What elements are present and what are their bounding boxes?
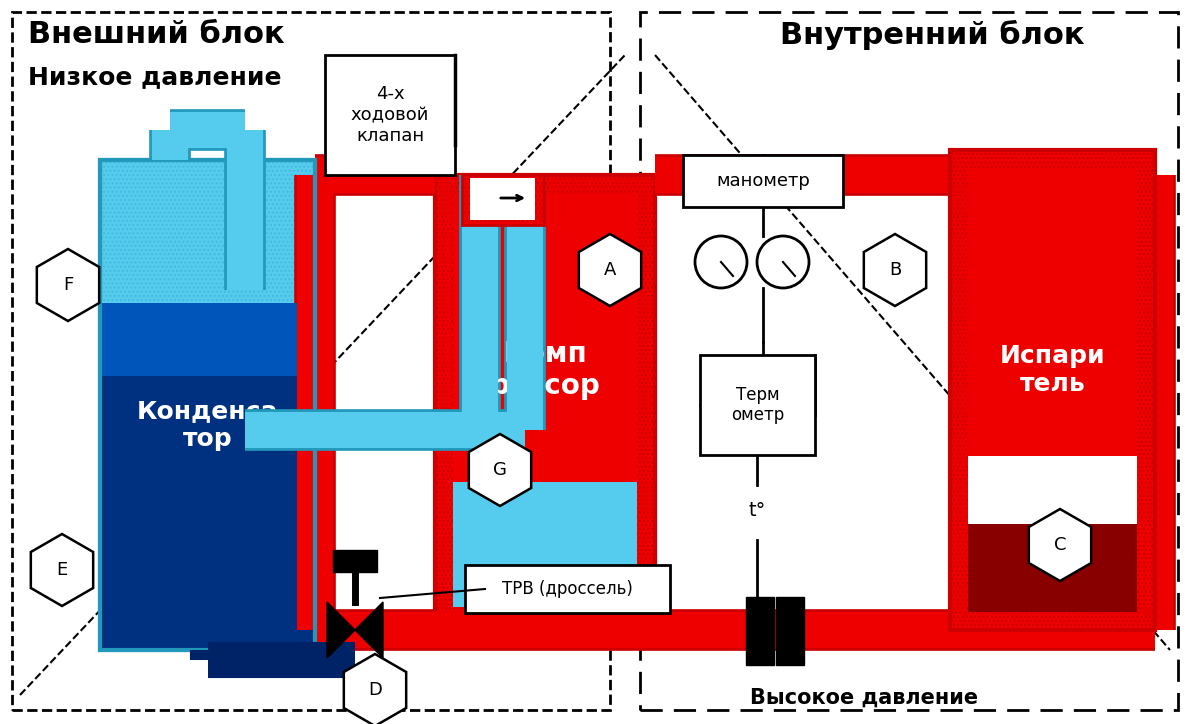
Text: C: C [1054, 536, 1066, 554]
Text: 4-х
ходовой
клапан: 4-х ходовой клапан [351, 85, 430, 145]
Bar [683, 155, 843, 207]
Polygon shape [31, 534, 93, 606]
Bar [453, 482, 637, 607]
Bar [333, 550, 377, 572]
Text: Терм
ометр: Терм ометр [731, 386, 784, 424]
Polygon shape [355, 602, 383, 658]
Bar [967, 524, 1136, 612]
Polygon shape [327, 602, 355, 658]
Bar [465, 565, 670, 613]
Text: ТРВ (дроссель): ТРВ (дроссель) [501, 580, 632, 598]
Bar [100, 160, 315, 650]
Text: B: B [889, 261, 901, 279]
Bar [776, 597, 804, 665]
Bar [640, 12, 1178, 710]
Bar [100, 160, 315, 650]
Bar [100, 303, 315, 376]
Bar [100, 376, 315, 650]
Circle shape [757, 236, 809, 288]
Text: Испари
тель: Испари тель [1000, 344, 1106, 396]
Polygon shape [578, 234, 641, 306]
Text: E: E [56, 561, 68, 579]
Text: Конденса
тор: Конденса тор [137, 399, 278, 451]
Text: G: G [493, 461, 507, 479]
Text: Низкое давление: Низкое давление [29, 65, 282, 89]
Text: D: D [368, 681, 382, 699]
Text: Комп
рессор: Комп рессор [489, 340, 601, 400]
Bar [967, 168, 1136, 612]
Circle shape [695, 236, 747, 288]
Text: F: F [63, 276, 73, 294]
Bar [950, 150, 1155, 630]
Bar [746, 597, 774, 665]
Bar [462, 175, 544, 225]
Polygon shape [37, 249, 99, 321]
Polygon shape [344, 654, 406, 724]
Text: манометр: манометр [716, 172, 810, 190]
Text: A: A [603, 261, 616, 279]
Bar [470, 178, 536, 220]
Bar [453, 193, 637, 482]
Bar [967, 168, 1136, 456]
Polygon shape [1029, 509, 1091, 581]
Polygon shape [469, 434, 531, 506]
Bar [453, 193, 637, 607]
Bar [12, 12, 610, 710]
Text: Внешний блок: Внешний блок [29, 20, 284, 49]
Bar [436, 175, 654, 625]
Bar [700, 355, 815, 455]
Text: Высокое давление: Высокое давление [750, 688, 978, 708]
Polygon shape [864, 234, 926, 306]
Text: Внутренний блок: Внутренний блок [779, 20, 1084, 50]
Bar [325, 55, 455, 175]
Text: t°: t° [749, 500, 766, 520]
